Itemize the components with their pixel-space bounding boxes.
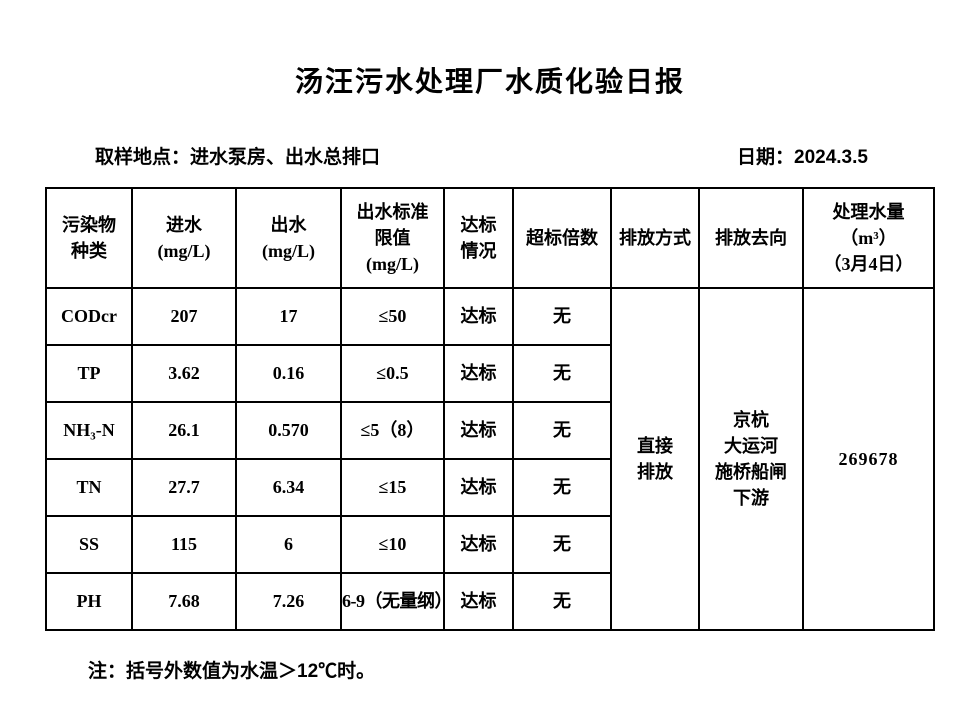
outlet-value: 6 (235, 515, 342, 574)
footer-note: 注：括号外数值为水温＞12℃时。 (88, 661, 376, 682)
limit-value: ≤0.5 (340, 344, 445, 403)
pollutant-name: TN (45, 458, 133, 517)
outlet-value: 0.570 (235, 401, 342, 460)
header-treated-volume: 处理水量 （m³） （3月4日） (802, 187, 935, 289)
status-value: 达标 (443, 572, 514, 631)
limit-value: ≤5（8） (340, 401, 445, 460)
status-value: 达标 (443, 287, 514, 346)
exceed-value: 无 (512, 401, 612, 460)
inlet-value: 7.68 (131, 572, 237, 631)
header-limit: 出水标准 限值 (mg/L) (340, 187, 445, 289)
pollutant-name: CODcr (45, 287, 133, 346)
table-row: PH 7.68 7.26 6-9（无量纲） 达标 无 (45, 572, 934, 631)
exceed-value: 无 (512, 458, 612, 517)
exceed-value: 无 (512, 287, 612, 346)
limit-value: ≤10 (340, 515, 445, 574)
page-title: 汤汪污水处理厂水质化验日报 (294, 66, 685, 97)
discharge-destination-cell: 京杭 大运河 施桥船闸 下游 (698, 287, 804, 631)
exceed-value: 无 (512, 344, 612, 403)
inlet-value: 207 (131, 287, 237, 346)
treated-volume-cell: 269678 (802, 287, 935, 631)
limit-value: ≤15 (340, 458, 445, 517)
pollutant-name: TP (45, 344, 133, 403)
header-exceed: 超标倍数 (512, 187, 612, 289)
status-value: 达标 (443, 401, 514, 460)
table-row: SS 115 6 ≤10 达标 无 (45, 515, 934, 574)
exceed-value: 无 (512, 515, 612, 574)
outlet-value: 0.16 (235, 344, 342, 403)
table-row: NH₃-N 26.1 0.570 ≤5（8） 达标 无 (45, 401, 934, 460)
pollutant-name: SS (45, 515, 133, 574)
report-date: 日期：2024.3.5 (737, 147, 868, 168)
status-value: 达标 (443, 515, 514, 574)
pollutant-name: NH₃-N (45, 401, 133, 460)
status-value: 达标 (443, 458, 514, 517)
header-discharge-destination: 排放去向 (698, 187, 804, 289)
limit-value: ≤50 (340, 287, 445, 346)
pollutant-name: PH (45, 572, 133, 631)
header-discharge-method: 排放方式 (610, 187, 700, 289)
exceed-value: 无 (512, 572, 612, 631)
table-header-row: 污染物 种类 进水 (mg/L) 出水 (mg/L) 出水标准 限值 (mg/L… (45, 187, 935, 289)
header-inlet: 进水 (mg/L) (131, 187, 237, 289)
table-row: TN 27.7 6.34 ≤15 达标 无 (45, 458, 934, 517)
inlet-value: 3.62 (131, 344, 237, 403)
table-row: TP 3.62 0.16 ≤0.5 达标 无 (45, 344, 934, 403)
header-pollutant-type: 污染物 种类 (45, 187, 133, 289)
table-row: CODcr 207 17 ≤50 达标 无 直接 排放 京杭 大运河 施桥船闸 … (45, 287, 935, 631)
outlet-value: 7.26 (235, 572, 342, 631)
inlet-value: 26.1 (131, 401, 237, 460)
inlet-value: 27.7 (131, 458, 237, 517)
sampling-location: 取样地点：进水泵房、出水总排口 (95, 147, 381, 168)
limit-value: 6-9（无量纲） (340, 572, 445, 631)
water-quality-table: 污染物 种类 进水 (mg/L) 出水 (mg/L) 出水标准 限值 (mg/L… (45, 187, 935, 631)
outlet-value: 17 (235, 287, 342, 346)
status-value: 达标 (443, 344, 514, 403)
header-status: 达标 情况 (443, 187, 514, 289)
discharge-method-cell: 直接 排放 (610, 287, 700, 631)
inlet-value: 115 (131, 515, 237, 574)
outlet-value: 6.34 (235, 458, 342, 517)
header-outlet: 出水 (mg/L) (235, 187, 342, 289)
